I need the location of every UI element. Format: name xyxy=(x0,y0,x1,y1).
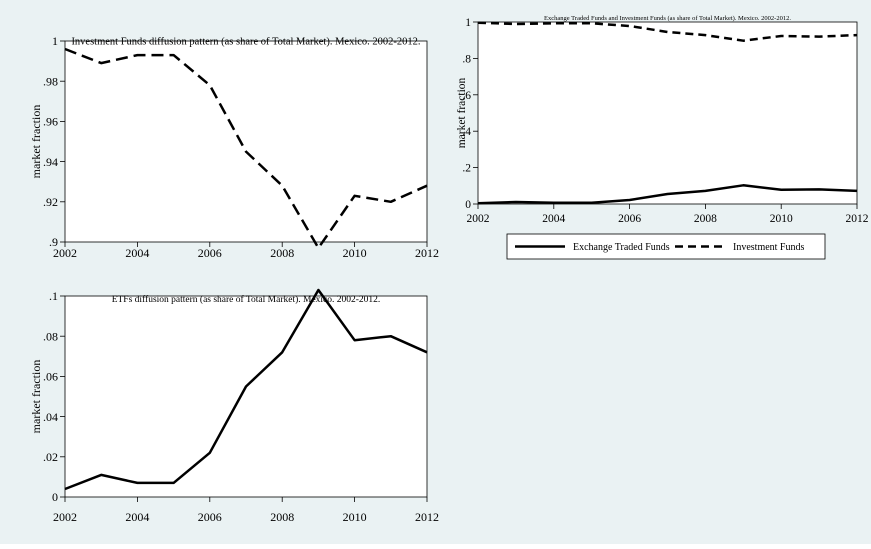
y-tick-label: .94 xyxy=(43,155,58,169)
plot-area xyxy=(65,41,427,242)
y-tick-label: .2 xyxy=(462,163,471,175)
chart-title: Investment Funds diffusion pattern (as s… xyxy=(71,37,420,48)
y-tick-label: .98 xyxy=(43,74,58,88)
chart-title: ETFs diffusion pattern (as share of Tota… xyxy=(112,294,381,305)
x-tick-label: 2008 xyxy=(694,213,717,225)
chart-title: Exchange Traded Funds and Investment Fun… xyxy=(544,15,791,22)
x-tick-label: 2010 xyxy=(343,510,367,524)
y-tick-label: 0 xyxy=(52,490,58,504)
x-tick-label: 2002 xyxy=(53,510,77,524)
x-tick-label: 2006 xyxy=(198,510,222,524)
legend: Exchange Traded Funds Investment Funds xyxy=(507,234,825,259)
y-tick-label: .04 xyxy=(43,410,58,424)
y-tick-label: .02 xyxy=(43,450,58,464)
y-axis-label: market fraction xyxy=(29,105,43,179)
y-axis-label: market fraction xyxy=(456,77,468,148)
x-tick-label: 2010 xyxy=(343,246,367,260)
y-tick-label: .8 xyxy=(462,53,471,65)
x-tick-label: 2012 xyxy=(415,510,439,524)
x-tick-label: 2010 xyxy=(770,213,793,225)
x-tick-label: 2002 xyxy=(467,213,490,225)
y-tick-label: .06 xyxy=(43,370,58,384)
chart-if: Investment Funds diffusion pattern (as s… xyxy=(6,31,439,270)
y-tick-label: .08 xyxy=(43,329,58,343)
y-tick-label: 0 xyxy=(465,199,471,211)
x-tick-label: 2012 xyxy=(846,213,869,225)
y-tick-label: .1 xyxy=(49,289,58,303)
y-tick-label: .96 xyxy=(43,115,58,129)
x-tick-label: 2006 xyxy=(618,213,641,225)
x-tick-label: 2002 xyxy=(53,246,77,260)
x-tick-label: 2004 xyxy=(125,510,149,524)
y-tick-label: .92 xyxy=(43,195,58,209)
chart-both: Exchange Traded Funds and Investment Fun… xyxy=(443,14,869,260)
x-tick-label: 2004 xyxy=(125,246,149,260)
y-tick-label: 1 xyxy=(465,17,471,29)
plot-area xyxy=(65,296,427,497)
y-axis-label: market fraction xyxy=(29,360,43,434)
y-tick-label: 1 xyxy=(52,34,58,48)
legend-label: Exchange Traded Funds xyxy=(573,242,670,253)
x-tick-label: 2004 xyxy=(542,213,565,225)
x-tick-label: 2008 xyxy=(270,510,294,524)
legend-label: Investment Funds xyxy=(733,242,804,253)
x-tick-label: 2008 xyxy=(270,246,294,260)
x-tick-label: 2012 xyxy=(415,246,439,260)
x-tick-label: 2006 xyxy=(198,246,222,260)
plot-area xyxy=(478,22,857,204)
chart-etf: ETFs diffusion pattern (as share of Tota… xyxy=(6,289,439,540)
